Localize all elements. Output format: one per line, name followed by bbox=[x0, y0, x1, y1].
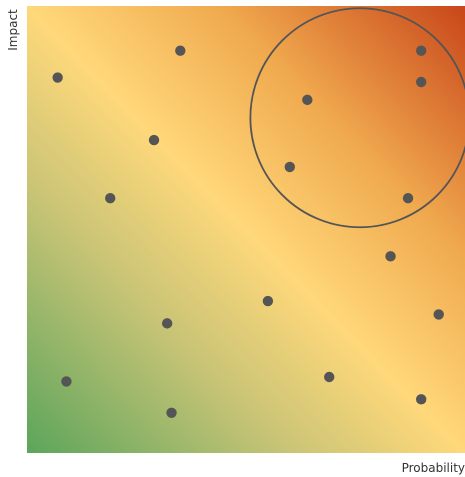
scatter-point-5 bbox=[416, 45, 427, 56]
scatter-point-13 bbox=[61, 376, 72, 387]
scatter-point-3 bbox=[105, 193, 116, 204]
scatter-point-2 bbox=[148, 134, 160, 146]
chart-marks bbox=[52, 7, 465, 418]
scatter-point-1 bbox=[175, 45, 186, 56]
scatter-point-12 bbox=[433, 309, 444, 320]
scatter-point-6 bbox=[416, 76, 427, 88]
scatter-point-4 bbox=[302, 94, 313, 106]
y-axis-label: Impact bbox=[6, 9, 20, 51]
scatter-point-0 bbox=[52, 72, 63, 83]
scatter-point-14 bbox=[324, 371, 335, 383]
scatter-point-15 bbox=[166, 407, 177, 418]
highlight-circle bbox=[249, 7, 465, 229]
scatter-point-7 bbox=[284, 161, 295, 173]
scatter-point-9 bbox=[385, 251, 396, 262]
plot-background bbox=[27, 6, 465, 453]
x-axis-label: Probability bbox=[402, 461, 465, 475]
scatter-point-10 bbox=[262, 295, 274, 307]
scatter-point-16 bbox=[416, 394, 427, 405]
scatter-point-11 bbox=[161, 318, 173, 329]
scatter-point-8 bbox=[402, 193, 414, 204]
